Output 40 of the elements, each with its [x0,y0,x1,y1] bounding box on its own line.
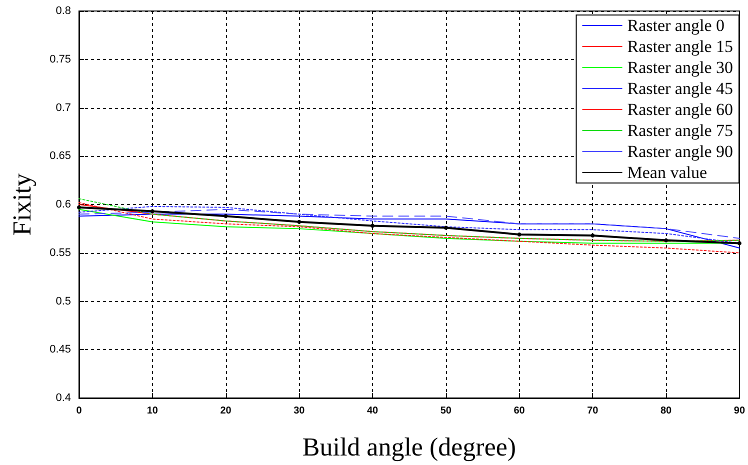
x-axis-title: Build angle (degree) [302,432,516,462]
legend-label: Raster angle 60 [627,100,734,119]
legend-label: Raster angle 45 [627,79,734,98]
x-tick-label: 40 [366,406,379,416]
y-tick-label: 0.75 [50,53,71,66]
y-axis-title: Fixity [8,173,36,236]
y-tick-label: 0.6 [56,198,71,210]
legend-label: Raster angle 0 [627,16,725,35]
legend-label: Raster angle 90 [627,142,734,161]
point [150,209,154,214]
x-tick-label: 80 [660,406,672,416]
x-tick-label: 30 [294,406,306,416]
legend-label: Raster angle 30 [627,58,734,77]
legend-label: Raster angle 75 [627,121,734,140]
point [664,238,668,242]
y-tick-label: 0.7 [56,102,71,114]
x-tick-label: 0 [76,406,82,416]
x-tick-label: 10 [146,406,158,416]
point [77,205,81,210]
point [297,220,302,224]
point [737,241,742,246]
point [224,214,228,218]
legend-label: Raster angle 15 [627,37,734,56]
point [517,232,522,236]
legend-label: Mean value [627,163,708,182]
point [590,233,595,238]
x-tick-label: 90 [734,406,746,416]
y-tick-label: 0.8 [56,5,71,17]
x-tick-label: 20 [220,406,232,416]
line-series [78,202,740,254]
y-tick-label: 0.4 [56,392,71,404]
y-tick-label: 0.65 [50,150,71,162]
x-tick-label: 60 [514,406,526,416]
y-tick-label: 0.45 [50,344,71,356]
x-tick-label: 50 [440,406,452,416]
x-tick-label: 70 [587,406,599,416]
y-tick-label: 0.55 [50,246,71,259]
y-tick-label: 0.5 [56,295,71,308]
point [370,224,375,228]
point [444,226,448,230]
